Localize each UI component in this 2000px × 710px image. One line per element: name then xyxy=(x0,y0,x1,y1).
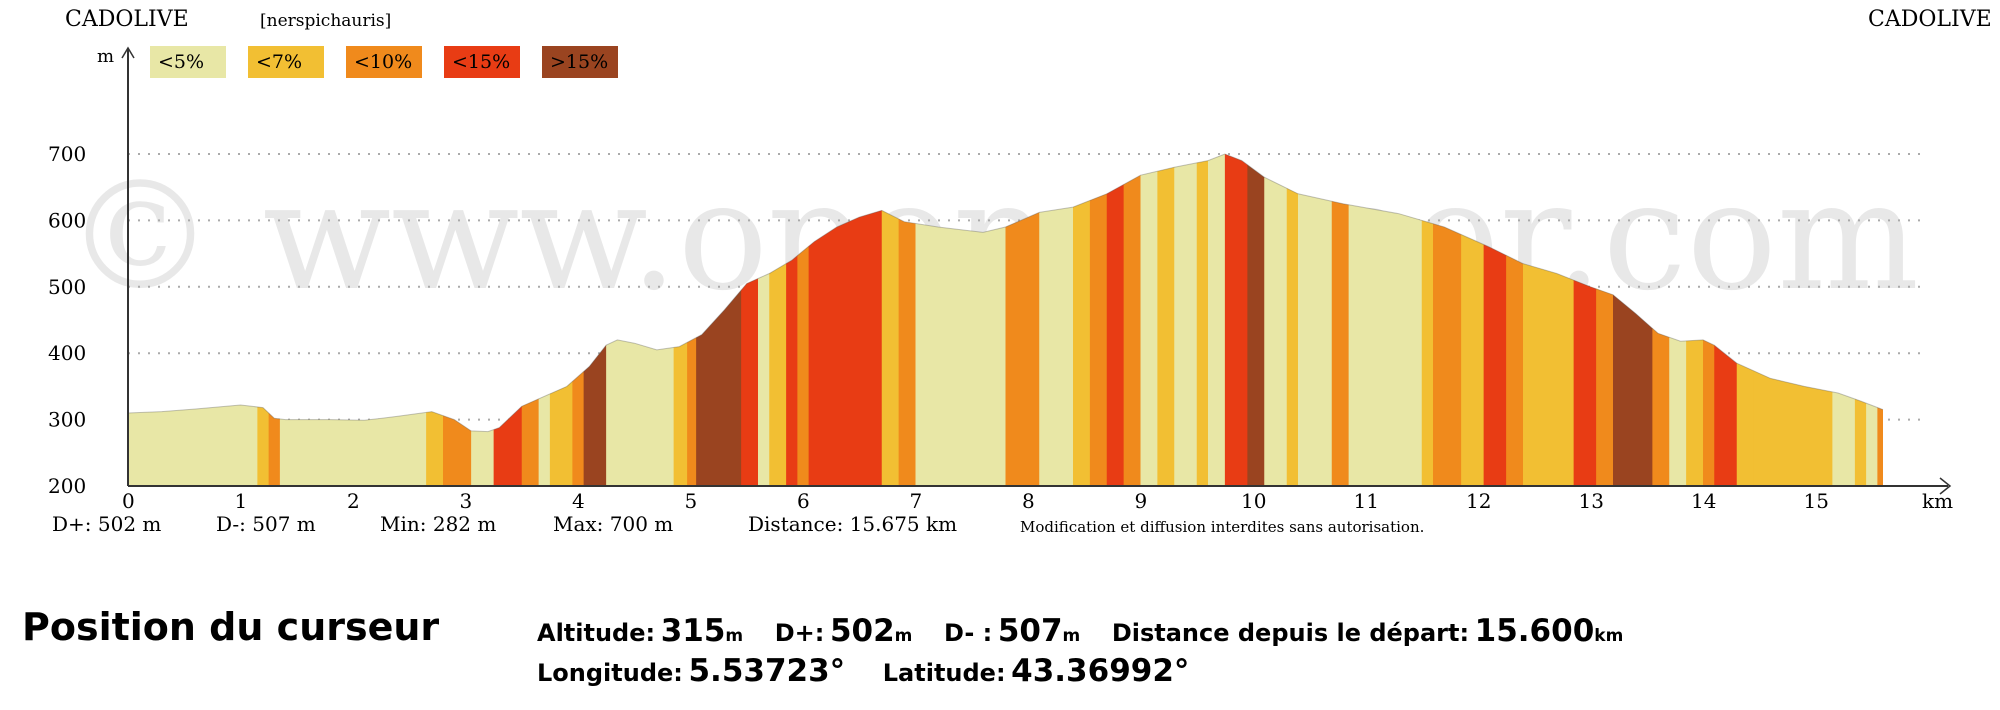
legend-label: >15% xyxy=(550,51,608,73)
slope-band xyxy=(881,154,900,486)
slope-legend: <5% <7% <10% <15% >15% xyxy=(150,46,618,78)
legend-label: <7% xyxy=(256,51,302,73)
x-tick-label: 2 xyxy=(347,489,360,513)
slope-band xyxy=(1208,154,1226,486)
y-tick-label: 400 xyxy=(48,341,86,365)
x-tick-label: 14 xyxy=(1691,489,1716,513)
cursor-dplus-unit: m xyxy=(894,626,913,646)
cursor-row-2: Longitude: 5.53723° Latitude: 43.36992° xyxy=(537,653,1189,689)
slope-band xyxy=(1331,154,1350,486)
slope-band xyxy=(786,154,798,486)
y-tick-label: 300 xyxy=(48,408,86,432)
legend-swatch xyxy=(150,46,226,78)
legend-label: <15% xyxy=(452,51,510,73)
x-tick-label: 11 xyxy=(1354,489,1379,513)
cursor-altitude-unit: m xyxy=(725,626,744,646)
x-tick-label: 9 xyxy=(1135,489,1148,513)
x-tick-label: 0 xyxy=(122,489,135,513)
y-axis-unit-label: m xyxy=(97,46,114,67)
x-tick-label: 6 xyxy=(797,489,810,513)
profile-outline xyxy=(127,153,1884,433)
slope-band xyxy=(1123,154,1142,486)
stat-min-altitude: Min: 282 m xyxy=(380,512,497,536)
cursor-row-1: Altitude: 315m D+: 502m D- : 507m Distan… xyxy=(537,613,1649,649)
cursor-dminus-unit: m xyxy=(1062,626,1081,646)
x-tick-label: 7 xyxy=(910,489,923,513)
slope-band xyxy=(797,154,810,486)
cursor-altitude-value: 315 xyxy=(660,613,726,649)
y-axis-arrow xyxy=(121,46,135,59)
legend-label: <5% xyxy=(158,51,204,73)
stat-max-altitude: Max: 700 m xyxy=(553,512,674,536)
x-tick-label: 12 xyxy=(1466,489,1491,513)
stat-distance: Distance: 15.675 km xyxy=(748,512,958,536)
slope-band xyxy=(1264,154,1288,486)
x-axis-arrow xyxy=(1939,477,1952,495)
cursor-latitude-value: 43.36992° xyxy=(1011,653,1190,689)
x-tick-label: 5 xyxy=(685,489,698,513)
x-tick-labels: 0 1 2 3 4 5 6 7 8 9 10 11 12 13 14 15 xyxy=(122,489,1829,513)
slope-band xyxy=(1421,154,1434,486)
x-axis-unit-label: km xyxy=(1922,489,1953,513)
x-tick-label: 1 xyxy=(235,489,248,513)
slope-band xyxy=(1106,154,1125,486)
y-tick-label: 500 xyxy=(48,275,86,299)
legend-swatch xyxy=(346,46,422,78)
x-tick-label: 4 xyxy=(572,489,585,513)
cursor-distance-unit: km xyxy=(1594,626,1624,646)
legend-swatch xyxy=(444,46,520,78)
x-tick-label: 8 xyxy=(1022,489,1035,513)
cursor-distance-label: Distance depuis le départ: xyxy=(1111,619,1470,647)
x-tick-label: 13 xyxy=(1579,489,1604,513)
x-tick-label: 15 xyxy=(1804,489,1829,513)
cursor-panel-title: Position du curseur xyxy=(22,605,440,649)
route-tag: [nerspichauris] xyxy=(260,11,391,31)
slope-band xyxy=(1286,154,1299,486)
cursor-altitude-label: Altitude: xyxy=(537,619,656,647)
slope-band xyxy=(1196,154,1209,486)
route-title-right: CADOLIVE xyxy=(1868,7,1992,32)
stat-elevation-gain: D+: 502 m xyxy=(52,512,162,536)
copyright-notice: Modification et diffusion interdites san… xyxy=(1020,518,1425,536)
cursor-longitude-label: Longitude: xyxy=(537,659,683,687)
slope-band xyxy=(1174,154,1198,486)
cursor-distance-value: 15.600 xyxy=(1474,613,1595,649)
slope-band xyxy=(758,154,770,486)
elevation-profile-chart: © www.openrunner.com CADOLIVE [nerspicha… xyxy=(48,7,1992,513)
slope-band xyxy=(898,154,917,486)
slope-band xyxy=(1224,154,1248,486)
cursor-longitude-value: 5.53723° xyxy=(688,653,846,689)
x-tick-label: 3 xyxy=(460,489,473,513)
slope-band xyxy=(1247,154,1265,486)
cursor-latitude-label: Latitude: xyxy=(882,659,1006,687)
cursor-dplus-value: 502 xyxy=(829,613,895,649)
slope-band xyxy=(1089,154,1108,486)
y-tick-label: 200 xyxy=(48,474,86,498)
x-tick-label: 10 xyxy=(1241,489,1266,513)
cursor-dminus-label: D- : xyxy=(943,619,993,647)
slope-band xyxy=(1073,154,1091,486)
y-tick-label: 600 xyxy=(48,208,86,232)
slope-band xyxy=(1298,154,1333,486)
y-tick-label: 700 xyxy=(48,142,86,166)
slope-band xyxy=(1140,154,1158,486)
cursor-dminus-value: 507 xyxy=(997,613,1063,649)
route-title-left: CADOLIVE xyxy=(65,7,189,32)
legend-swatch xyxy=(542,46,618,78)
cursor-dplus-label: D+: xyxy=(774,619,825,647)
legend-label: <10% xyxy=(354,51,412,73)
legend-swatch xyxy=(248,46,324,78)
y-tick-labels: 200 300 400 500 600 700 xyxy=(48,142,86,498)
stat-elevation-loss: D-: 507 m xyxy=(216,512,316,536)
slope-band xyxy=(1157,154,1175,486)
